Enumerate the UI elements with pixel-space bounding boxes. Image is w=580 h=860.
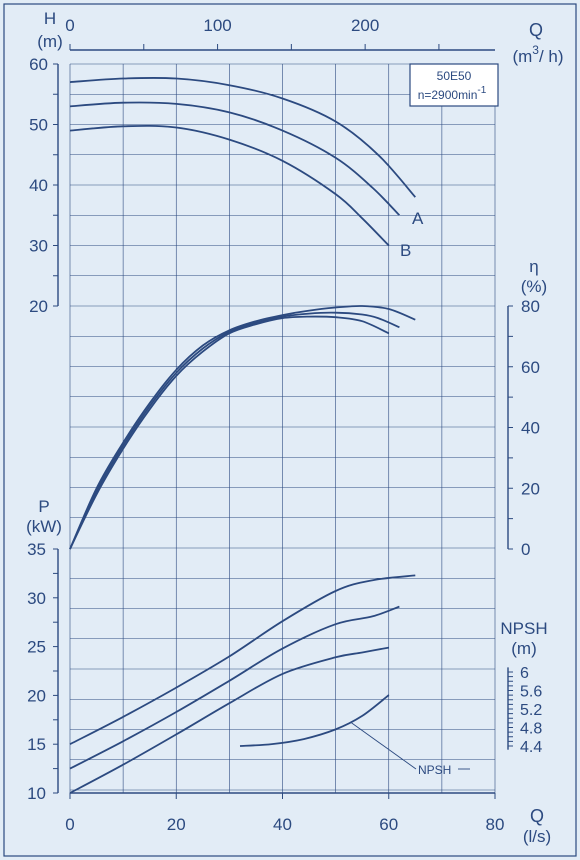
eff-tick-label: 60 xyxy=(521,358,540,377)
head-curve-2 xyxy=(69,101,401,216)
power-curve-2 xyxy=(69,605,400,770)
head-axis-unit: (m) xyxy=(37,32,62,51)
efficiency-curve-2 xyxy=(69,311,400,550)
eff-tick-label: 80 xyxy=(521,297,540,316)
eff-tick-label: 0 xyxy=(521,540,530,559)
head-tick-label: 20 xyxy=(29,297,48,316)
x-axis-unit: (l/s) xyxy=(523,827,551,846)
power-tick-label: 20 xyxy=(27,686,46,705)
x-tick-label: 60 xyxy=(379,815,398,834)
head-curve-1 xyxy=(69,76,416,198)
axes xyxy=(53,44,513,799)
eff-tick-label: 40 xyxy=(521,419,540,438)
power-tick-label: 15 xyxy=(27,735,46,754)
model-speed-exp: -1 xyxy=(477,85,486,96)
top-x-unit-open: (m xyxy=(512,47,532,66)
efficiency-curve-3 xyxy=(69,315,390,550)
head-tick-label: 60 xyxy=(29,55,48,74)
top-x-unit-sup: 3 xyxy=(532,43,539,57)
x-axis-label: Q xyxy=(530,806,544,826)
npsh-tick-label: 4.4 xyxy=(520,739,542,756)
model-name: 50E50 xyxy=(437,69,472,83)
top-x-axis-label: Q xyxy=(529,20,543,40)
npsh-tick-label: 6 xyxy=(520,665,529,682)
head-tick-label: 50 xyxy=(29,116,48,135)
chart-frame xyxy=(3,3,577,857)
npsh-tick-label: 5.6 xyxy=(520,684,542,701)
curve-label-npsh: NPSH xyxy=(418,763,451,777)
top-x-axis-unit: (m3/ h) xyxy=(512,43,563,66)
top-x-tick-label: 100 xyxy=(203,16,231,35)
npsh-tick-label: 5.2 xyxy=(520,702,542,719)
top-x-tick-label: 200 xyxy=(351,16,379,35)
x-tick-label: 40 xyxy=(273,815,292,834)
eff-axis-unit: (%) xyxy=(521,277,547,296)
npsh-axis-label: NPSH xyxy=(500,619,547,638)
curve-label-b: B xyxy=(400,241,411,260)
eff-tick-label: 20 xyxy=(521,479,540,498)
x-tick-label: 20 xyxy=(167,815,186,834)
grid xyxy=(69,63,496,793)
curve-label-a: A xyxy=(412,209,424,228)
model-speed: n=2900min-1 xyxy=(418,85,487,102)
top-x-tick-label: 0 xyxy=(65,16,74,35)
npsh-axis-unit: (m) xyxy=(511,639,536,658)
power-tick-label: 35 xyxy=(27,540,46,559)
top-x-unit-tail: / h) xyxy=(539,47,564,66)
power-tick-label: 30 xyxy=(27,589,46,608)
x-tick-label: 0 xyxy=(65,815,74,834)
head-tick-label: 30 xyxy=(29,237,48,256)
power-curve-3 xyxy=(69,646,389,794)
model-speed-text: n=2900min xyxy=(418,88,478,102)
curves xyxy=(69,76,470,794)
npsh-leader-line xyxy=(351,722,417,770)
efficiency-curve-1 xyxy=(69,305,416,550)
head-curve-3 xyxy=(69,124,390,247)
model-box xyxy=(409,63,499,107)
power-axis-unit: (kW) xyxy=(26,517,62,536)
head-tick-label: 40 xyxy=(29,176,48,195)
npsh-curve-1 xyxy=(239,694,390,747)
power-curve-1 xyxy=(69,574,416,745)
eff-axis-label: η xyxy=(529,257,538,276)
head-axis-label: H xyxy=(44,9,56,28)
power-axis-label: P xyxy=(38,497,49,516)
power-tick-label: 10 xyxy=(27,784,46,803)
x-tick-label: 80 xyxy=(486,815,505,834)
npsh-tick-label: 4.8 xyxy=(520,721,542,738)
power-tick-label: 25 xyxy=(27,638,46,657)
